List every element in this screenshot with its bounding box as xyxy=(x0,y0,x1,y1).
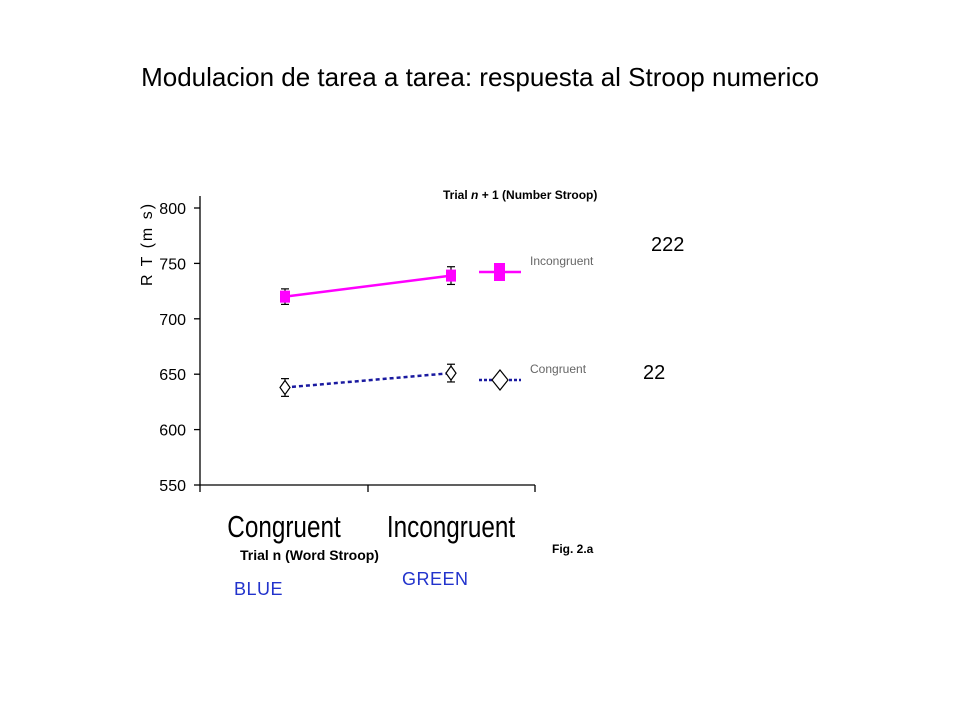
series-line xyxy=(284,274,452,298)
incongruent-number: 222 xyxy=(651,234,685,256)
panel-title-n: n xyxy=(471,188,479,202)
legend-label: Incongruent xyxy=(530,254,594,268)
data-point xyxy=(445,365,457,382)
x-category-label: Congruent xyxy=(227,509,341,543)
panel-title-post: + 1 (Number Stroop) xyxy=(478,188,598,202)
y-tick-label: 800 xyxy=(159,201,186,218)
x-category-label: Incongruent xyxy=(387,509,516,543)
y-tick-label: 700 xyxy=(159,312,186,329)
panel-title: Trial n + 1 (Number Stroop) xyxy=(443,188,597,202)
legend-marker xyxy=(491,369,509,391)
chart-marks xyxy=(279,266,457,397)
y-axis-label: R T (m s) xyxy=(139,202,156,286)
chart-axes: 550 600 650 700 750 800 Congruent Incongruent xyxy=(159,196,536,544)
data-point xyxy=(280,290,290,303)
chart-legend: Incongruent Congruent xyxy=(479,254,594,391)
y-tick-label: 550 xyxy=(159,478,186,495)
color-word-green: GREEN xyxy=(402,569,469,589)
y-tick-label: 600 xyxy=(159,423,186,440)
data-point xyxy=(446,269,456,282)
data-point xyxy=(279,379,291,396)
legend-label: Congruent xyxy=(530,362,587,376)
color-word-blue: BLUE xyxy=(234,579,284,599)
congruent-number: 22 xyxy=(643,362,666,384)
y-tick-label: 650 xyxy=(159,367,186,384)
x-axis-label: Trial n (Word Stroop) xyxy=(240,547,379,563)
legend-marker xyxy=(494,263,505,281)
series-line xyxy=(284,371,452,389)
slide-title: Modulacion de tarea a tarea: respuesta a… xyxy=(141,62,819,92)
panel-title-pre: Trial xyxy=(443,188,472,202)
figure-label: Fig. 2.a xyxy=(552,542,594,556)
y-tick-label: 750 xyxy=(159,256,186,273)
